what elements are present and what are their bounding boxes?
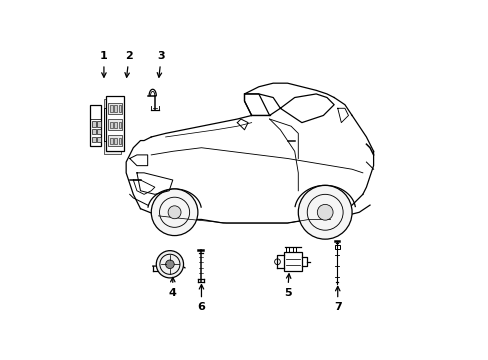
Text: 4: 4 <box>168 278 176 298</box>
FancyBboxPatch shape <box>110 138 113 144</box>
FancyBboxPatch shape <box>97 121 101 127</box>
FancyBboxPatch shape <box>108 135 122 146</box>
FancyBboxPatch shape <box>114 138 117 144</box>
FancyBboxPatch shape <box>284 252 301 271</box>
FancyBboxPatch shape <box>92 121 96 127</box>
FancyBboxPatch shape <box>97 136 101 142</box>
FancyBboxPatch shape <box>92 129 96 134</box>
Text: 2: 2 <box>124 51 133 77</box>
Text: 7: 7 <box>333 287 341 312</box>
Circle shape <box>156 251 183 278</box>
Circle shape <box>168 206 181 219</box>
Circle shape <box>151 189 198 235</box>
FancyBboxPatch shape <box>106 96 123 151</box>
FancyBboxPatch shape <box>114 122 117 128</box>
FancyBboxPatch shape <box>110 122 113 128</box>
FancyBboxPatch shape <box>119 138 121 144</box>
FancyBboxPatch shape <box>92 136 96 142</box>
FancyBboxPatch shape <box>119 105 121 112</box>
FancyBboxPatch shape <box>97 129 101 134</box>
Circle shape <box>165 260 174 269</box>
FancyBboxPatch shape <box>119 122 121 128</box>
Circle shape <box>317 204 332 220</box>
FancyBboxPatch shape <box>90 105 101 146</box>
Text: 1: 1 <box>100 51 107 77</box>
Circle shape <box>298 185 351 239</box>
FancyBboxPatch shape <box>334 244 339 249</box>
Text: 5: 5 <box>283 274 291 298</box>
Text: 3: 3 <box>157 51 165 77</box>
FancyBboxPatch shape <box>108 119 122 130</box>
FancyBboxPatch shape <box>110 105 113 112</box>
FancyBboxPatch shape <box>108 103 122 114</box>
FancyBboxPatch shape <box>114 105 117 112</box>
FancyBboxPatch shape <box>103 99 121 154</box>
Text: 6: 6 <box>197 285 205 312</box>
